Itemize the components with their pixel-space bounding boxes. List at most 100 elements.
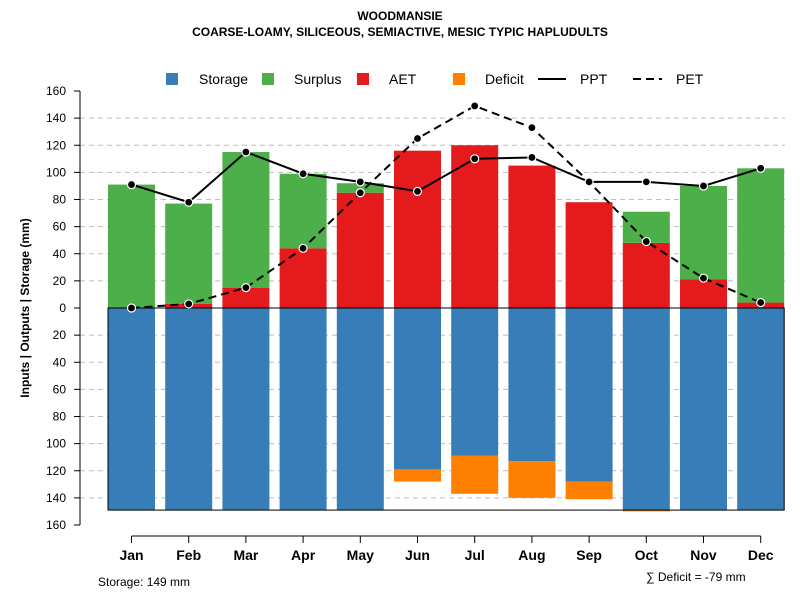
aet-bar [222, 287, 270, 308]
storage-bar [737, 308, 785, 511]
y-tick-label: 20 [53, 274, 67, 288]
legend-swatch-deficit [453, 73, 465, 85]
x-tick-label: Mar [233, 547, 258, 563]
aet-bar [336, 192, 384, 308]
legend-label-surplus: Surplus [294, 71, 341, 87]
storage-bar [394, 308, 441, 470]
pet-point [126, 303, 137, 313]
chart-subtitle: COARSE-LOAMY, SILICEOUS, SEMIACTIVE, MES… [192, 25, 608, 39]
y-tick-label: 80 [53, 410, 67, 424]
aet-bar [279, 248, 327, 308]
y-tick-label: 120 [46, 464, 66, 478]
storage-bar [622, 308, 670, 511]
storage-bar [222, 308, 270, 511]
ppt-line [131, 150, 761, 204]
surplus-bar [108, 184, 155, 308]
storage-bar [108, 308, 155, 511]
pet-point [527, 123, 537, 133]
y-tick-label: 40 [53, 355, 67, 369]
ppt-point [298, 169, 308, 179]
x-tick-label: Oct [635, 547, 659, 563]
deficit-bar [451, 455, 499, 494]
deficit-bar [622, 510, 670, 512]
y-tick-label: 0 [59, 301, 66, 315]
ppt-point [641, 177, 651, 187]
ppt-point [584, 177, 594, 187]
pet-point [641, 236, 651, 247]
y-tick-label: 140 [46, 111, 66, 125]
legend-label-pet: PET [676, 71, 704, 87]
x-tick-label: Jul [465, 547, 485, 563]
y-tick-label: 160 [46, 84, 66, 98]
y-tick-label: 20 [53, 328, 67, 342]
storage-bar [279, 308, 327, 511]
ppt-point [470, 154, 480, 164]
legend-swatch-aet [357, 73, 369, 85]
pet-point [756, 297, 766, 308]
x-tick-label: Sep [576, 547, 602, 563]
aet-bar [508, 165, 556, 308]
pet-point [412, 133, 423, 144]
x-tick-label: Dec [748, 547, 774, 563]
surplus-bar [680, 185, 727, 280]
x-tick-label: Feb [176, 547, 201, 563]
y-tick-label: 140 [46, 491, 66, 505]
deficit-sum-label: ∑ Deficit = -79 mm [646, 570, 746, 584]
aet-bar [451, 145, 499, 308]
y-tick-label: 100 [46, 165, 66, 179]
aet-bar [622, 242, 670, 308]
storage-bar [508, 308, 556, 462]
legend-label-deficit: Deficit [485, 71, 524, 87]
pet-point [470, 101, 480, 111]
x-tick-label: Nov [690, 547, 717, 563]
pet-line [131, 104, 762, 309]
aet-bar [680, 279, 727, 308]
ppt-point [756, 163, 766, 173]
pet-point [184, 299, 194, 309]
x-tick-label: Jan [119, 547, 143, 563]
legend-swatch-surplus [262, 73, 274, 85]
surplus-bar [279, 173, 327, 249]
deficit-bar [565, 481, 613, 500]
deficit-bar [394, 469, 441, 482]
y-axis-label: Inputs | Outputs | Storage (mm) [18, 218, 32, 397]
y-tick-label: 60 [53, 382, 67, 396]
ppt-point [355, 177, 365, 187]
deficit-bar [508, 461, 556, 498]
pet-point [355, 188, 365, 198]
storage-bar [680, 308, 727, 511]
y-tick-label: 100 [46, 437, 66, 451]
storage-bar [165, 308, 213, 511]
legend-label-aet: AET [389, 71, 417, 87]
y-tick-label: 40 [53, 247, 67, 261]
pet-point [298, 243, 308, 253]
ppt-point [126, 179, 137, 190]
storage-bar [336, 308, 384, 511]
storage-bar [451, 308, 499, 456]
chart-title: WOODMANSIE [357, 9, 443, 23]
ppt-point [698, 181, 709, 191]
x-tick-label: May [347, 547, 374, 563]
storage-bar [565, 308, 613, 482]
surplus-bar [222, 152, 270, 288]
ppt-point [412, 186, 423, 196]
surplus-bar [165, 203, 213, 304]
legend-swatch-storage [166, 73, 178, 85]
storage-capacity-label: Storage: 149 mm [98, 575, 191, 589]
y-tick-label: 80 [53, 193, 67, 207]
surplus-bar [737, 168, 785, 303]
legend-label-ppt: PPT [580, 71, 608, 87]
pet-point [241, 283, 251, 293]
y-tick-label: 160 [46, 518, 66, 532]
pet-point [698, 273, 709, 283]
legend-label-storage: Storage [199, 71, 248, 87]
y-tick-label: 120 [46, 138, 66, 152]
aet-bar [394, 150, 441, 308]
ppt-point [241, 147, 251, 157]
y-tick-label: 60 [53, 220, 67, 234]
ppt-point [184, 197, 194, 207]
surplus-bar [336, 183, 384, 193]
x-tick-label: Jun [405, 547, 430, 563]
x-tick-label: Aug [518, 547, 545, 563]
